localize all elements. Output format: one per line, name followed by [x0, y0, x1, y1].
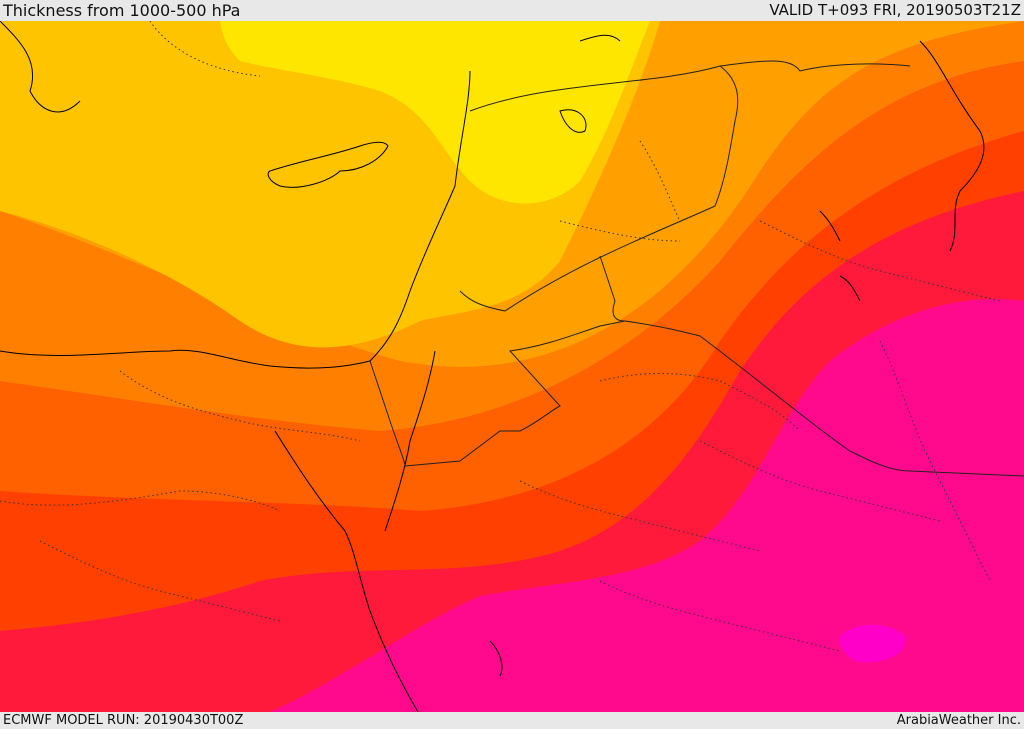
- header-bar: Thickness from 1000-500 hPa VALID T+093 …: [0, 0, 1024, 21]
- model-run: ECMWF MODEL RUN: 20190430T00Z: [3, 713, 244, 728]
- map-title: Thickness from 1000-500 hPa: [3, 1, 241, 20]
- band-8: [270, 299, 1024, 712]
- political-borders: [369, 60, 1024, 477]
- band-9: [839, 624, 906, 663]
- footer-bar: ECMWF MODEL RUN: 20190430T00Z ArabiaWeat…: [0, 712, 1024, 729]
- valid-time: VALID T+093 FRI, 20190503T21Z: [769, 1, 1021, 19]
- credit: ArabiaWeather Inc.: [896, 713, 1021, 728]
- band-3-north: [220, 21, 650, 204]
- internal-boundaries: [0, 21, 1001, 652]
- thickness-map[interactable]: [0, 21, 1024, 712]
- coastlines: [0, 21, 985, 712]
